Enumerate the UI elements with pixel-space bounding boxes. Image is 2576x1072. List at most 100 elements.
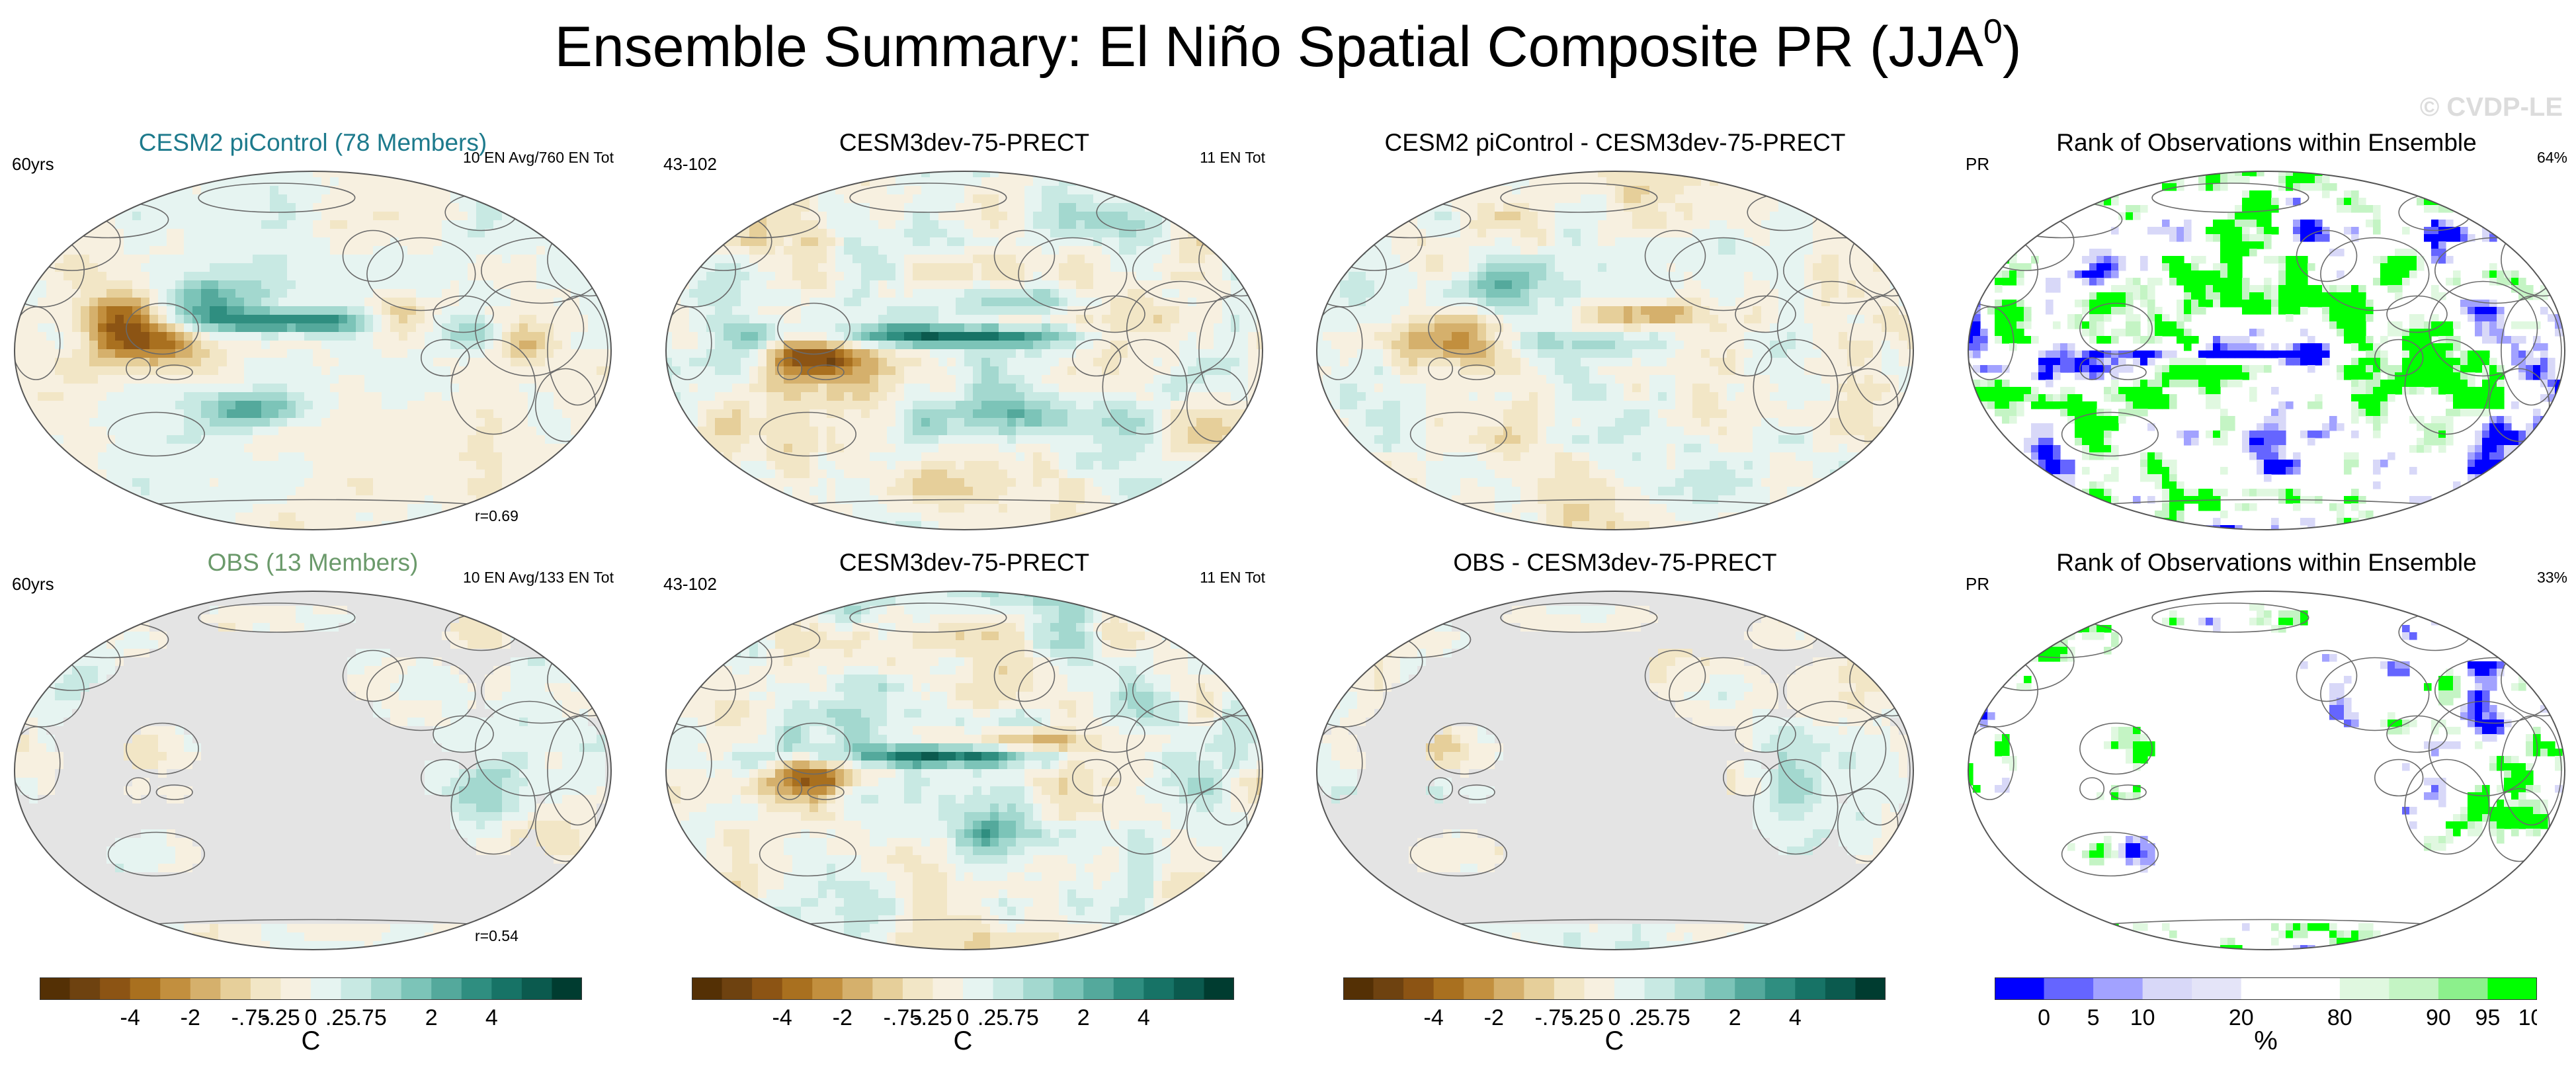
colorbar-unit: C (692, 1026, 1234, 1056)
colorbar-tick-label: 2 (1077, 1005, 1090, 1030)
map-panel-1: CESM2 piControl (78 Members) 60yrs 10 EN A… (12, 129, 614, 539)
panel-title: CESM2 piControl - CESM3dev-75-PRECT (1314, 129, 1916, 157)
colorbar-bin (1644, 977, 1675, 1000)
panel-right-note: 11 EN Tot (1200, 149, 1265, 167)
map-field (666, 591, 1263, 950)
colorbar-bin (1173, 977, 1204, 1000)
colorbar-bin (1023, 977, 1054, 1000)
panel-right-note: 10 EN Avg/760 EN Tot (463, 149, 614, 167)
colorbar-bin (40, 977, 71, 1000)
map-border (14, 171, 612, 530)
colorbar-bin (461, 977, 492, 1000)
colorbar-swatches: -4 -2 -.75-.25 0 .25.75 2 4 (40, 977, 582, 1030)
colorbar-tick-label: -2 (1484, 1005, 1504, 1030)
colorbar-bin (2487, 977, 2537, 1000)
panel-title: OBS - CESM3dev-75-PRECT (1314, 549, 1916, 577)
colorbar-bin (69, 977, 101, 1000)
colorbar-tick-label: .75 (355, 1005, 386, 1030)
colorbar-bin (1554, 977, 1585, 1000)
colorbar-3: -4 -2 -.75 -.25 0 .25.75 2 4 C (1343, 977, 1886, 1056)
colorbar-bin (1204, 977, 1234, 1000)
colorbar-swatches: -4 -2 -.75-.25 0 .25.75 2 4 (692, 977, 1234, 1030)
coastlines (1968, 183, 2565, 530)
colorbar-bin (130, 977, 161, 1000)
colorbar-swatches: -4 -2 -.75-.25 0 .25.75 2 4 (1343, 977, 1886, 1030)
robinson-map (14, 171, 612, 530)
colorbar-bin (100, 977, 131, 1000)
colorbar-bin (1343, 977, 1374, 1000)
map-panel-6: CESM3dev-75-PRECT 43-102 11 EN Tot (663, 549, 1265, 959)
robinson-map (1316, 591, 1914, 950)
map-border (665, 171, 1263, 530)
colorbar-bin (1704, 977, 1735, 1000)
colorbar-tick-label: -.75 (884, 1005, 923, 1030)
cvdp-watermark: © CVDP-LE (2420, 93, 2563, 122)
colorbar-tick-label: -.75 (231, 1005, 270, 1030)
colorbar-unit: C (40, 1026, 582, 1056)
colorbar-tick-label: -4 (1424, 1005, 1444, 1030)
robinson-map (1968, 171, 2565, 530)
colorbar-tick-label: -4 (120, 1005, 140, 1030)
colorbar-bin (1493, 977, 1524, 1000)
colorbar-2: -4 -2 -.75 -.25 0 .25.75 2 4 C (692, 977, 1234, 1056)
colorbar-1: -4 -2 -.75 -.25 0 .25.75 2 4 C (40, 977, 582, 1056)
robinson-map (665, 171, 1263, 530)
colorbar-tick-label: -.25 (913, 1005, 952, 1030)
colorbar-bin (1765, 977, 1796, 1000)
colorbar-tick-label: 90 (2426, 1005, 2451, 1030)
map-border (14, 591, 612, 950)
colorbar-bin (2438, 977, 2488, 1000)
colorbar-unit: C (1343, 1026, 1886, 1056)
colorbar-bin (2142, 977, 2192, 1000)
colorbar-tick-label: 0 (957, 1005, 970, 1030)
title-close-paren: ) (2003, 15, 2022, 79)
colorbar-bin (1995, 977, 2045, 1000)
panel-title: CESM3dev-75-PRECT (663, 549, 1265, 577)
colorbar-bin (933, 977, 964, 1000)
colorbar-bin (552, 977, 582, 1000)
map-field (1968, 171, 2565, 530)
colorbar-bin (842, 977, 873, 1000)
figure-title: Ensemble Summary: El Niño Spatial Compos… (0, 15, 2576, 75)
colorbar-bin (160, 977, 191, 1000)
panel-title: Rank of Observations within Ensemble (1966, 129, 2567, 157)
robinson-map (14, 591, 612, 950)
colorbar-tick-label: -2 (181, 1005, 200, 1030)
colorbar-bin (1403, 977, 1434, 1000)
colorbar-tick-label: .25 (977, 1005, 1009, 1030)
colorbar-bin (1053, 977, 1084, 1000)
title-superscript: 0 (1983, 13, 2003, 51)
map-panel-5: OBS (13 Members) 60yrs 10 EN Avg/133 EN To… (12, 549, 614, 959)
colorbar-bin (1143, 977, 1175, 1000)
colorbar-tick-label: -.25 (261, 1005, 300, 1030)
map-border (1316, 171, 1914, 530)
robinson-map (1968, 591, 2565, 950)
map-field (15, 591, 611, 950)
map-border (1316, 591, 1914, 950)
colorbar-tick-label: -.75 (1535, 1005, 1574, 1030)
colorbar-bin (1795, 977, 1826, 1000)
colorbar-bin (250, 977, 281, 1000)
colorbar-tick-label: 0 (305, 1005, 317, 1030)
colorbar-bin (2339, 977, 2389, 1000)
colorbar-tick-label: 4 (485, 1005, 498, 1030)
colorbar-bin (1524, 977, 1555, 1000)
panel-right-note: 11 EN Tot (1200, 569, 1265, 587)
colorbar-bin (2389, 977, 2439, 1000)
colorbar-tick-label: 10 (2130, 1005, 2155, 1030)
colorbar-tick-label: .25 (325, 1005, 356, 1030)
colorbar-bin (2093, 977, 2143, 1000)
colorbar-tick-label: -2 (833, 1005, 852, 1030)
colorbar-bin (521, 977, 552, 1000)
colorbar-bin (902, 977, 933, 1000)
colorbar-tick-label: 95 (2475, 1005, 2501, 1030)
colorbar-tick-label: 2 (1729, 1005, 1741, 1030)
map-border (1968, 591, 2565, 950)
panel-left-note: 60yrs (12, 154, 54, 175)
coastlines (666, 602, 1263, 950)
panel-left-note: PR (1966, 574, 1989, 595)
colorbar-bin (1433, 977, 1464, 1000)
colorbar-bin (692, 977, 723, 1000)
colorbar-bin (872, 977, 903, 1000)
map-panel-8: Rank of Observations within Ensemble PR 33… (1966, 549, 2567, 959)
